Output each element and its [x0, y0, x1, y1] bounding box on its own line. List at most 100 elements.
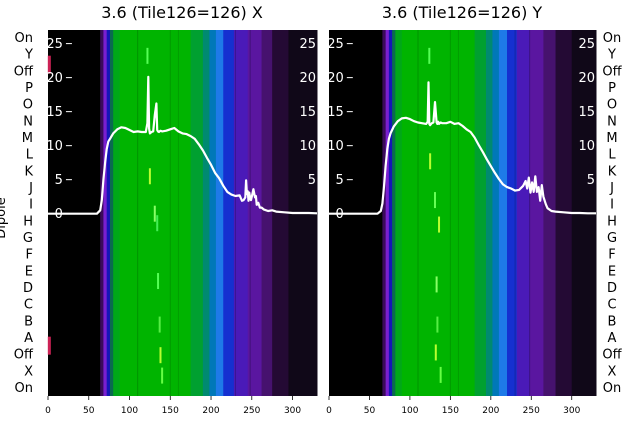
x-tick-label: 150 — [442, 406, 459, 416]
x-tick-label: 200 — [482, 406, 499, 416]
y-axis-label: Dipole — [0, 197, 9, 238]
overlay-tick-label: 5 — [336, 173, 344, 188]
overlay-tick-label-right: 5 — [308, 173, 316, 188]
overlay-tick-label-right: 15 — [299, 105, 316, 120]
heatmap-band — [100, 30, 104, 396]
heatmap-band — [233, 30, 249, 396]
row-label: On — [15, 381, 33, 396]
x-tick-label: 0 — [45, 406, 51, 416]
overlay-tick-label: 10 — [327, 139, 344, 154]
row-label: I — [610, 198, 614, 213]
row-label: G — [607, 231, 617, 246]
heatmap-band — [106, 30, 111, 396]
heatmap-band — [543, 30, 557, 396]
x-tick-label: 250 — [523, 406, 540, 416]
heatmap-band — [202, 30, 210, 396]
row-label: X — [608, 364, 617, 379]
edge-mark — [47, 55, 51, 74]
streak-mark — [156, 215, 159, 232]
heatmap-band — [498, 30, 508, 396]
row-label: Y — [24, 48, 33, 63]
streak-mark — [161, 367, 164, 384]
row-label: Off — [14, 348, 34, 363]
row-label: C — [607, 298, 616, 313]
x-tick-label: 200 — [202, 406, 219, 416]
x-tick-label: 0 — [326, 406, 332, 416]
streak-mark — [146, 47, 149, 64]
streak-mark — [436, 316, 439, 333]
row-label: F — [26, 248, 33, 263]
x-tick-label: 100 — [121, 406, 138, 416]
x-tick-label: 100 — [401, 406, 418, 416]
overlay-tick-label: 15 — [46, 105, 63, 120]
overlay-tick-label: 15 — [327, 105, 344, 120]
streak-mark — [429, 153, 432, 170]
texture-lines — [417, 30, 531, 396]
overlay-y-ticks: 0 5 10 15 20 25 5 10 15 20 25 — [46, 37, 316, 222]
streak-marks — [47, 47, 164, 384]
overlay-tick-label-right: 25 — [299, 37, 316, 52]
row-label: B — [24, 314, 33, 329]
row-label: B — [608, 314, 617, 329]
overlay-tick-label-right: 10 — [299, 139, 316, 154]
row-label: D — [23, 281, 33, 296]
streak-mark — [158, 316, 161, 333]
overlay-tick-label: 0 — [336, 207, 344, 222]
overlay-tick-label-right: 20 — [578, 71, 595, 86]
row-label: N — [23, 114, 33, 129]
heatmap-band — [392, 30, 396, 396]
heatmap-band — [247, 30, 263, 396]
row-label: I — [29, 198, 33, 213]
heatmap-band — [395, 30, 403, 396]
row-label: O — [607, 98, 617, 113]
overlay-tick-label: 5 — [55, 173, 63, 188]
heatmap-band — [103, 30, 108, 396]
heatmap-band — [109, 30, 114, 396]
row-label: A — [608, 331, 617, 346]
row-label: P — [608, 81, 616, 96]
x-tick-label: 50 — [364, 406, 376, 416]
streak-mark — [435, 276, 438, 293]
row-label: On — [15, 31, 33, 46]
row-label: L — [608, 148, 616, 163]
x-tick-label: 300 — [563, 406, 580, 416]
overlay-tick-label-right: 5 — [587, 173, 595, 188]
row-label: K — [24, 164, 33, 179]
row-label: L — [26, 148, 34, 163]
heatmap-band — [529, 30, 544, 396]
streak-mark — [157, 273, 160, 290]
row-label: M — [606, 131, 617, 146]
row-label: Off — [602, 64, 622, 79]
heatmap-band — [223, 30, 235, 396]
heatmap-band — [516, 30, 531, 396]
heatmap-band — [507, 30, 518, 396]
streak-mark — [428, 47, 431, 64]
overlay-line — [48, 75, 318, 215]
streak-mark — [439, 366, 442, 383]
row-label: N — [607, 114, 617, 129]
overlay-line — [329, 81, 596, 215]
overlay-tick-label-right: 10 — [578, 139, 595, 154]
heatmap-band — [388, 30, 393, 396]
texture-lines — [137, 30, 251, 396]
row-label: C — [24, 298, 33, 313]
overlay-tick-label-right: 15 — [578, 105, 595, 120]
x-tick-label: 300 — [284, 406, 301, 416]
overlay-tick-label: 0 — [55, 207, 63, 222]
row-label: H — [607, 214, 617, 229]
x-ticks: 0 50 100 150 200 250 300 — [45, 396, 301, 416]
x-tick-label: 50 — [83, 406, 95, 416]
row-label: O — [23, 98, 33, 113]
row-label: J — [609, 181, 614, 196]
row-label: K — [608, 164, 617, 179]
streak-mark — [438, 216, 441, 233]
streak-mark — [148, 168, 151, 185]
overlay-tick-label-right: 20 — [299, 71, 316, 86]
row-label: G — [23, 231, 33, 246]
overlay-tick-label: 20 — [327, 71, 344, 86]
streak-marks — [428, 47, 442, 383]
